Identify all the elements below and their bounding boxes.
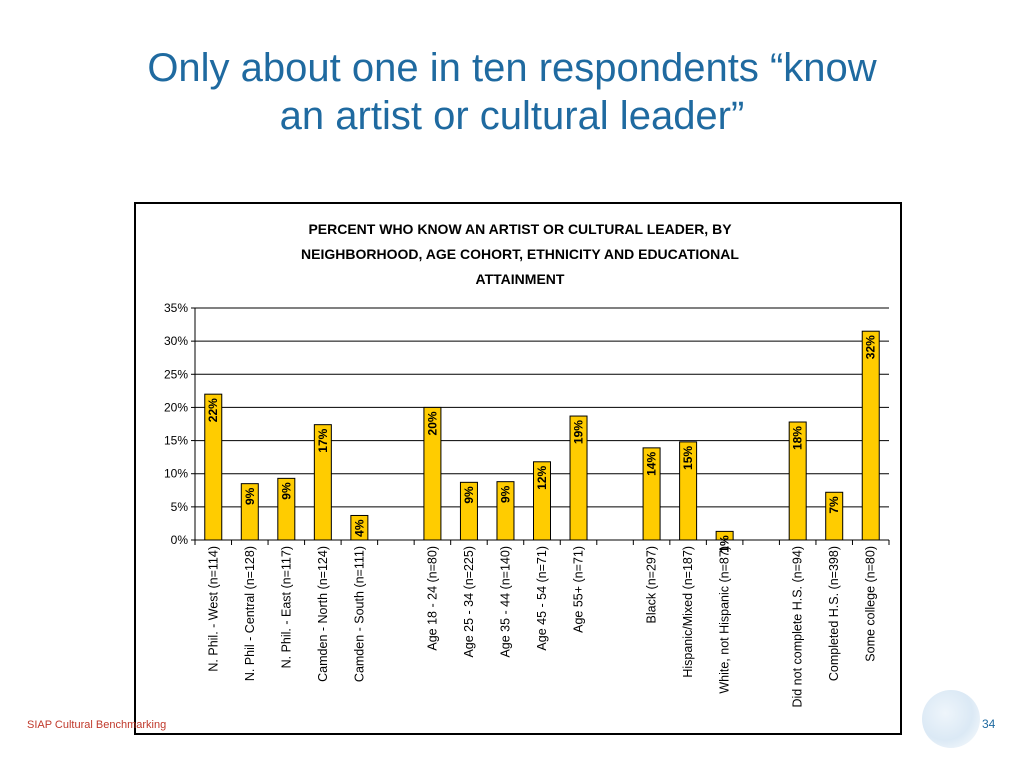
data-label: 22% [206,398,220,422]
data-label: 18% [791,426,805,450]
x-tick-label: N. Phil - Central (n=128) [243,546,257,681]
x-tick-label: Age 55+ (n=71) [572,546,586,633]
data-label: 12% [535,465,549,489]
data-label: 19% [572,420,586,444]
y-tick-label: 20% [164,400,188,414]
slide-title-line-1: Only about one in ten respondents “know [147,46,877,90]
x-tick-label: Age 18 - 24 (n=80) [425,546,439,651]
y-axis-ticks: 0% 5% 10% 15% 20% 25% 30% 35% [164,301,195,547]
footer-text: SIAP Cultural Benchmarking [27,719,167,731]
x-tick-label: Age 45 - 54 (n=71) [535,546,549,651]
chart-title-line-3: ATTAINMENT [476,271,565,287]
page-number: 34 [982,717,996,731]
x-tick-label: Hispanic/Mixed (n=187) [681,546,695,678]
x-tick-label: Some college (n=80) [864,546,878,662]
bar [861,330,880,541]
data-label: 32% [864,335,878,359]
data-label: 15% [681,446,695,470]
data-label: 9% [279,482,293,500]
data-label: 9% [498,485,512,503]
x-tick-label: Did not complete H.S. (n=94) [791,546,805,708]
y-tick-label: 10% [164,467,188,481]
y-tick-label: 25% [164,367,188,381]
data-label: 17% [316,428,330,452]
slide-title-line-2: an artist or cultural leader” [279,94,745,138]
bars [204,330,880,541]
x-tick-label: White, not Hispanic (n=87) [718,546,732,694]
x-tick-label: Age 25 - 34 (n=225) [462,546,476,658]
x-tick-label: Camden - South (n=111) [352,546,366,682]
bar-chart: PERCENT WHO KNOW AN ARTIST OR CULTURAL L… [164,221,890,708]
x-tick-label: Age 35 - 44 (n=140) [498,546,512,658]
x-tick-label: N. Phil. - East (n=117) [279,546,293,668]
x-axis-labels: N. Phil. - West (n=114) N. Phil - Central… [194,540,890,708]
data-label: 4% [352,519,366,537]
data-label: 14% [645,452,659,476]
gridlines [195,307,889,508]
footer-decoration [922,690,980,748]
chart-title-line-2: NEIGHBORHOOD, AGE COHORT, ETHNICITY AND … [301,246,739,262]
chart-frame [134,202,902,735]
data-label: 9% [243,487,257,505]
x-tick-label: Black (n=297) [645,546,659,623]
y-tick-label: 15% [164,434,188,448]
data-label: 9% [462,486,476,504]
data-label: 1% [718,535,732,553]
y-tick-label: 30% [164,334,188,348]
y-tick-label: 35% [164,301,188,315]
x-tick-label: Completed H.S. (n=398) [827,546,841,681]
data-label: 20% [425,411,439,435]
footer-mask [148,700,158,733]
chart-title: PERCENT WHO KNOW AN ARTIST OR CULTURAL L… [301,221,739,287]
data-labels: 22% 9% 9% 17% 4% 20% 9% 9% 12% 19% 14% 15% 1% 18% 7% 32… [206,335,877,553]
x-tick-label: N. Phil. - West (n=114) [206,546,220,672]
x-tick-label: Camden - North (n=124) [316,546,330,682]
chart-title-line-1: PERCENT WHO KNOW AN ARTIST OR CULTURAL L… [308,221,732,237]
slide-title: Only about one in ten respondents “know … [40,44,984,140]
y-tick-label: 5% [171,500,189,514]
data-label: 7% [827,496,841,514]
y-tick-label: 0% [171,533,189,547]
